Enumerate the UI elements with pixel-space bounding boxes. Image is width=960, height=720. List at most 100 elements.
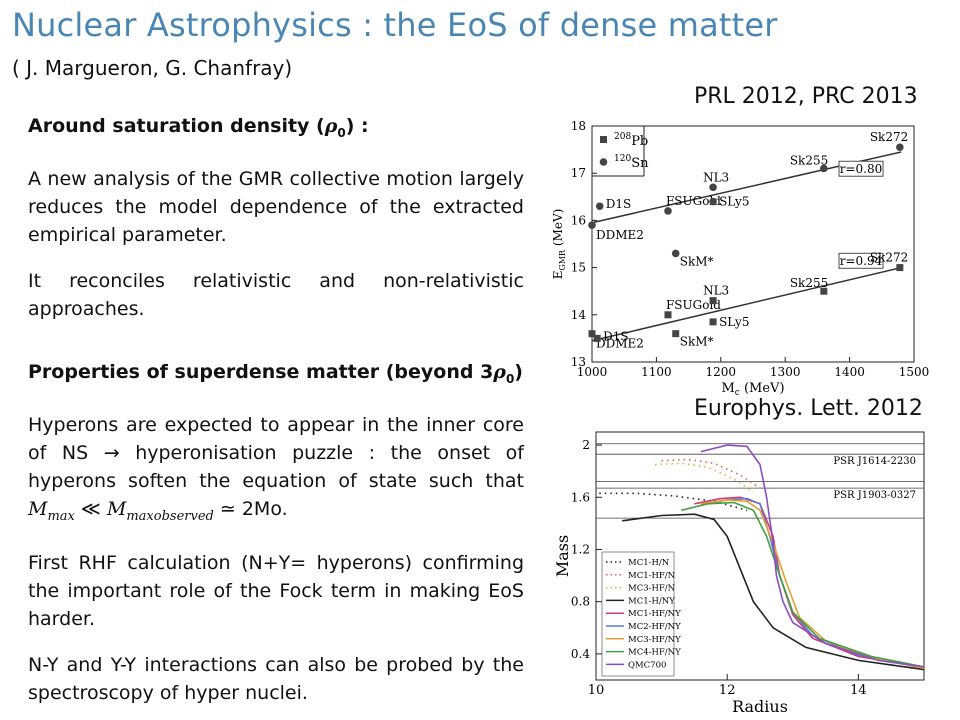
y-axis-label: EGMR (MeV) xyxy=(551,209,567,280)
y-tick-label: 14 xyxy=(571,308,587,322)
mobs-symbol: M xyxy=(106,497,127,520)
heading-text: Around saturation density ( xyxy=(28,115,325,137)
mr-curve xyxy=(700,444,925,668)
y-tick-label: 17 xyxy=(571,166,586,180)
data-point-label: Sk272 xyxy=(870,251,908,265)
mr-curve xyxy=(599,492,748,512)
data-point-square xyxy=(588,330,596,338)
y-tick-label: 18 xyxy=(571,119,586,133)
authors: ( J. Margueron, G. Chanfray) xyxy=(12,56,293,80)
data-point-circle xyxy=(896,143,904,152)
paragraph-reconcile: It reconciles relativistic and non-relat… xyxy=(28,269,524,320)
data-point-label: NL3 xyxy=(703,170,729,184)
psr-label: PSR J1614-2230 xyxy=(833,456,916,467)
much-less-symbol: ≪ xyxy=(74,497,107,520)
y-tick-label: 1.6 xyxy=(571,490,590,504)
heading-text: Properties of superdense matter (beyond … xyxy=(28,361,494,383)
legend-entry: 208Pb xyxy=(614,132,648,149)
plot-frame xyxy=(595,431,925,681)
mmax-subscript: max xyxy=(47,508,75,524)
y-tick-label: 13 xyxy=(571,355,586,369)
data-point-label: SLy5 xyxy=(719,195,749,209)
data-point-label: FSUGold xyxy=(666,298,721,312)
fit-label: r=0.80 xyxy=(840,162,883,176)
x-tick-label: 1100 xyxy=(641,365,672,379)
mr-curve xyxy=(654,462,754,493)
data-point-label: SkM* xyxy=(680,254,714,268)
fit-label-box xyxy=(838,160,884,177)
mass-radius-chart: 10 12 14 0.4 0.8 1.2 1.6 2 Radius Mass PSR J1614-2… xyxy=(553,431,925,714)
data-point-square xyxy=(820,287,828,295)
data-point-label: Sk255 xyxy=(790,153,828,167)
x-axis-label: Mc (MeV) xyxy=(721,381,784,396)
data-point-label: NL3 xyxy=(703,284,729,298)
data-point-label: D1S xyxy=(606,197,631,211)
reference-europhys: Europhys. Lett. 2012 xyxy=(694,396,923,421)
data-point-label: DDME2 xyxy=(596,337,644,351)
paragraph-ny-yy: N-Y and Y-Y interactions can also be pro… xyxy=(28,653,524,704)
plot-frame xyxy=(591,125,915,363)
fit-label: r=0.94 xyxy=(840,254,883,268)
legend-marker-circle xyxy=(599,158,608,166)
legend-box xyxy=(601,551,675,677)
mr-curve xyxy=(700,499,925,670)
mobs-subscript: maxobserved xyxy=(126,508,214,524)
data-point-circle xyxy=(588,221,596,229)
legend-entry: 120Sn xyxy=(614,154,649,171)
rho-subscript: 0 xyxy=(505,371,515,386)
mr-curve xyxy=(700,497,925,668)
legend-entry: MC3-HF/N xyxy=(628,584,676,594)
x-tick-label: 10 xyxy=(588,683,605,698)
x-tick-label: 1000 xyxy=(577,365,608,379)
mr-curve xyxy=(622,513,925,671)
legend-marker-square xyxy=(600,136,607,143)
section-superdense: Properties of superdense matter (beyond … xyxy=(28,358,524,707)
rho-symbol: ρ xyxy=(324,115,338,137)
y-tick-label: 16 xyxy=(571,213,586,227)
data-point-circle xyxy=(709,183,717,192)
data-point-square xyxy=(664,311,672,319)
x-tick-label: 1200 xyxy=(706,365,737,379)
legend-entry: MC1-H/N xyxy=(628,558,670,568)
legend-entry: MC1-HF/N xyxy=(628,571,676,581)
hyperons-text: Hyperons are expected to appear in the i… xyxy=(28,413,524,492)
heading-suffix: ) : xyxy=(345,115,369,137)
y-tick-label: 15 xyxy=(571,261,586,275)
psr-label: PSR J1903-0327 xyxy=(833,490,916,501)
legend-entry: QMC700 xyxy=(628,660,666,670)
rho-subscript: 0 xyxy=(337,125,346,140)
data-point-square xyxy=(593,334,601,342)
x-tick-label: 14 xyxy=(850,683,867,698)
mmax-symbol: M xyxy=(28,497,48,520)
fit-line xyxy=(591,266,902,342)
data-point-label: D1S xyxy=(603,329,628,343)
x-tick-label: 1400 xyxy=(834,365,865,379)
data-point-label: Sk272 xyxy=(870,130,908,144)
section-heading-superdense: Properties of superdense matter (beyond … xyxy=(28,358,524,393)
legend-entry: MC1-H/NY xyxy=(628,596,675,606)
data-point-label: SLy5 xyxy=(719,315,749,329)
heading-suffix: ) xyxy=(514,361,523,383)
data-point-square xyxy=(896,264,904,272)
data-point-circle xyxy=(820,164,828,173)
data-point-label: SkM* xyxy=(680,335,714,349)
data-point-circle xyxy=(709,197,717,206)
y-axis-label: Mass xyxy=(553,535,572,577)
paragraph-gmr: A new analysis of the GMR collective mot… xyxy=(28,167,524,246)
x-tick-label: 1500 xyxy=(899,365,930,379)
x-axis-label: Radius xyxy=(732,697,788,714)
data-point-circle xyxy=(664,207,672,215)
y-tick-label: 0.8 xyxy=(571,595,590,609)
approx-2mo: ≃ 2Mo. xyxy=(213,497,288,520)
y-tick-label: 2 xyxy=(582,438,590,452)
fit-label-box xyxy=(838,252,884,269)
data-point-square xyxy=(672,330,680,338)
gmr-chart: 1000 1100 1200 1300 1400 1500 13 14 15 16 17 18 Mc (… xyxy=(551,119,930,396)
section-heading-saturation: Around saturation density (ρ0) : xyxy=(28,112,524,147)
legend-entry: MC3-HF/NY xyxy=(628,635,681,645)
page-title: Nuclear Astrophysics : the EoS of dense … xyxy=(12,6,778,44)
data-point-square xyxy=(709,318,717,326)
mr-curve xyxy=(661,458,761,489)
reference-prl: PRL 2012, PRC 2013 xyxy=(694,84,918,109)
legend-entry: MC1-HF/NY xyxy=(628,609,681,619)
